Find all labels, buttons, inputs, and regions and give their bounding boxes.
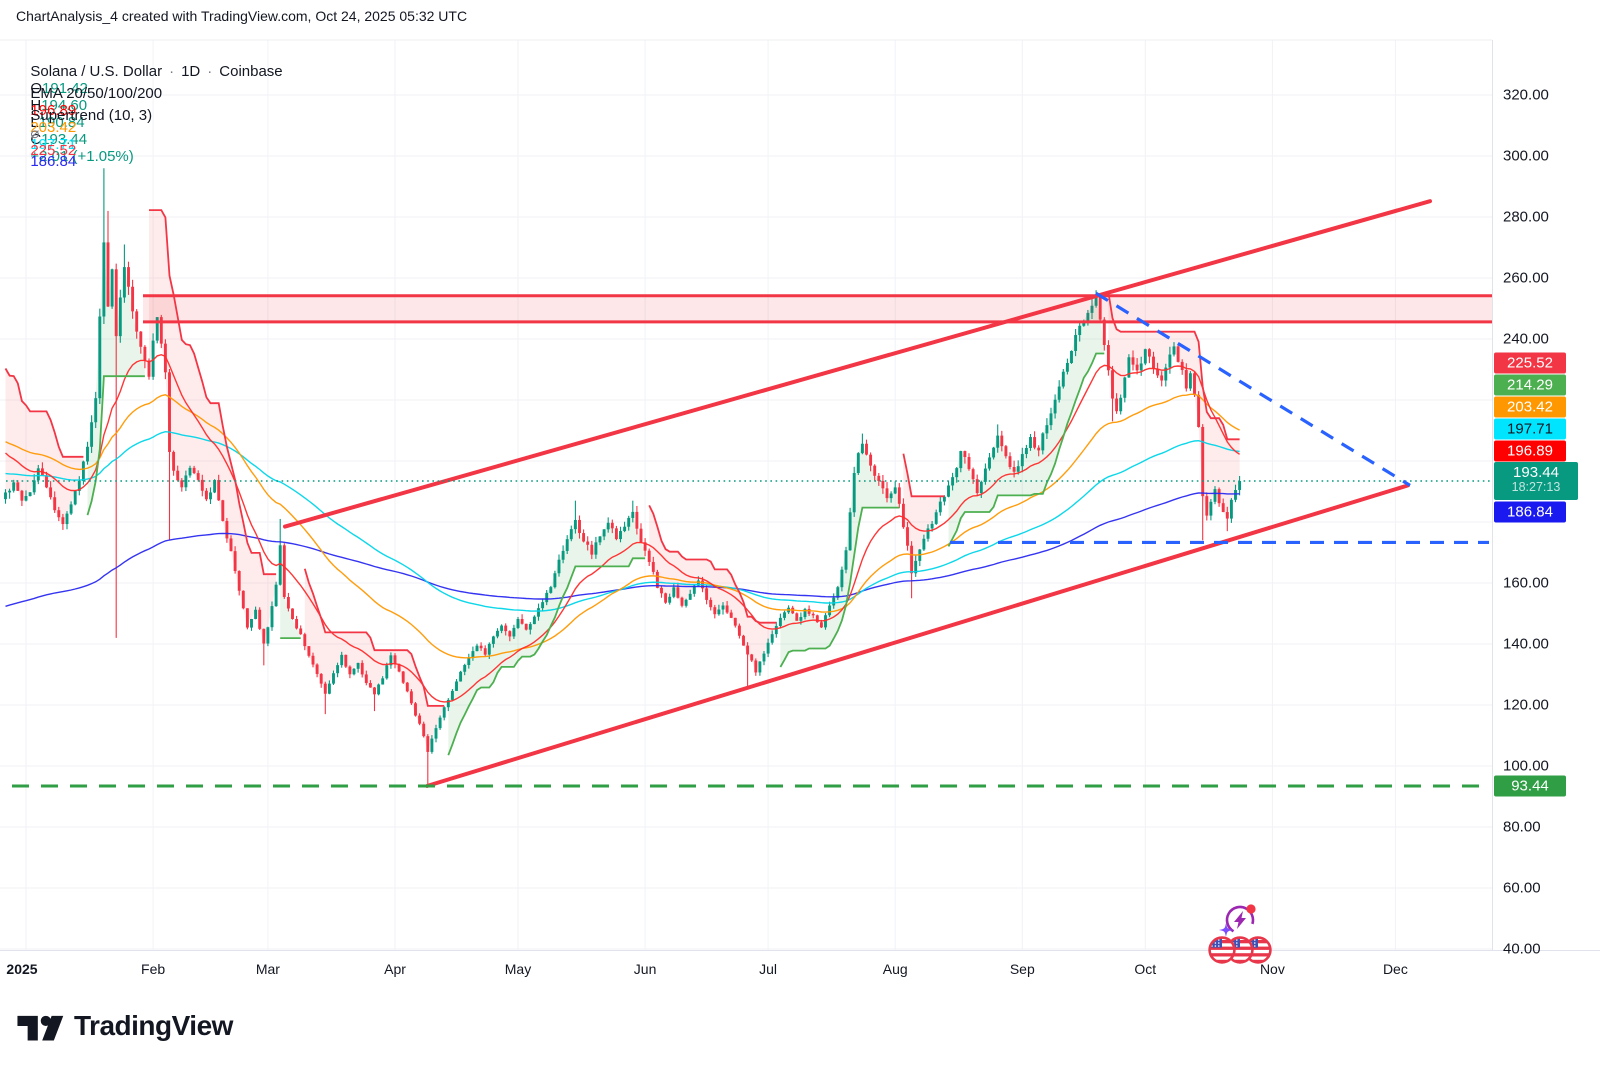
- price-level-label: 225.52: [1494, 352, 1566, 373]
- candlesticks: [4, 168, 1242, 786]
- plot-area: [0, 40, 1492, 950]
- ema-legend-row[interactable]: EMA 20/50/100/200 196.89 203.42 197.71 1…: [22, 68, 169, 170]
- countdown-timer: 18:27:13: [1511, 480, 1561, 494]
- month-label-feb: Feb: [141, 961, 166, 977]
- month-label-may: May: [504, 961, 532, 977]
- price-tick: 120.00: [1503, 696, 1549, 714]
- trend-channel: [283, 199, 1432, 789]
- average-icon: ⌀: [30, 125, 40, 142]
- ema-label: EMA 20/50/100/200: [30, 85, 163, 102]
- month-label-jul: Jul: [759, 961, 778, 977]
- resistance-zone: [143, 294, 1492, 324]
- low-label: L: [30, 114, 39, 131]
- ema20-value: 196.89: [30, 102, 77, 119]
- close-value: 193.44: [41, 131, 88, 148]
- month-label-jun: Jun: [633, 961, 657, 977]
- price-tick: 60.00: [1503, 879, 1541, 897]
- month-label-mar: Mar: [255, 961, 280, 977]
- separator: ·: [207, 63, 213, 80]
- price-tick: 100.00: [1503, 757, 1549, 775]
- price-level-label: 93.44: [1494, 775, 1566, 797]
- price-tick: 320.00: [1503, 86, 1549, 104]
- change-value: +2.01 (+1.05%): [30, 148, 134, 165]
- month-label-nov: Nov: [1259, 961, 1285, 977]
- month-label-sep: Sep: [1009, 961, 1035, 977]
- price-tick: 40.00: [1503, 940, 1541, 958]
- price-level-label: 203.42: [1494, 396, 1566, 417]
- close-label: C: [30, 131, 42, 148]
- triangle-dashed-line: [1095, 291, 1411, 487]
- open-value: 191.42: [42, 80, 88, 97]
- price-level-label: 186.84: [1494, 501, 1566, 522]
- open-label: O: [30, 80, 43, 97]
- price-tick: 140.00: [1503, 635, 1549, 653]
- supertrend-label: Supertrend (10, 3): [30, 107, 153, 124]
- symbol-title: Solana / U.S. Dollar: [30, 63, 163, 80]
- month-label-oct: Oct: [1134, 961, 1157, 977]
- month-label-dec: Dec: [1382, 961, 1408, 977]
- symbol-legend-row[interactable]: Solana / U.S. Dollar · 1D · Coinbase O191.42…: [22, 46, 290, 165]
- tradingview-mark-icon: [17, 1015, 64, 1041]
- supertrend-line: [4, 209, 1240, 756]
- month-label-aug: Aug: [882, 961, 908, 977]
- tradingview-logo-text: TradingView: [74, 1010, 233, 1041]
- month-label-apr: Apr: [384, 961, 406, 977]
- high-label: H: [30, 97, 42, 114]
- price-level-label: 214.29: [1494, 374, 1566, 395]
- price-tick: 160.00: [1503, 574, 1549, 592]
- ema50-value: 203.42: [30, 119, 77, 136]
- low-value: 190.84: [38, 114, 85, 131]
- price-level-label: 196.89: [1494, 440, 1566, 461]
- price-tick: 260.00: [1503, 269, 1549, 287]
- month-label-2025: 2025: [6, 961, 38, 977]
- supertrend-value: 225.52: [30, 142, 77, 159]
- price-tick: 300.00: [1503, 147, 1549, 165]
- tradingview-logo[interactable]: TradingView: [16, 1006, 233, 1046]
- current-price-label: 193.44 18:27:13: [1494, 462, 1578, 500]
- exchange-label: Coinbase: [219, 63, 283, 80]
- ema-lines: [5, 353, 1240, 703]
- high-value: 194.60: [41, 97, 88, 114]
- price-tick: 80.00: [1503, 818, 1541, 836]
- attribution-text: ChartAnalysis_4 created with TradingView…: [16, 8, 468, 24]
- ema100-value: 197.71: [30, 136, 77, 153]
- price-level-label: 197.71: [1494, 418, 1566, 439]
- ema200-value: 186.84: [30, 153, 77, 170]
- interval-label: 1D: [181, 63, 201, 80]
- supertrend-legend-row[interactable]: Supertrend (10, 3) ⌀ 225.52: [22, 90, 159, 159]
- ai-event-icon[interactable]: [1219, 902, 1258, 938]
- us-economic-events-icon[interactable]: [1208, 936, 1272, 964]
- price-tick: 280.00: [1503, 208, 1549, 226]
- separator: ·: [169, 63, 175, 80]
- price-tick: 240.00: [1503, 330, 1549, 348]
